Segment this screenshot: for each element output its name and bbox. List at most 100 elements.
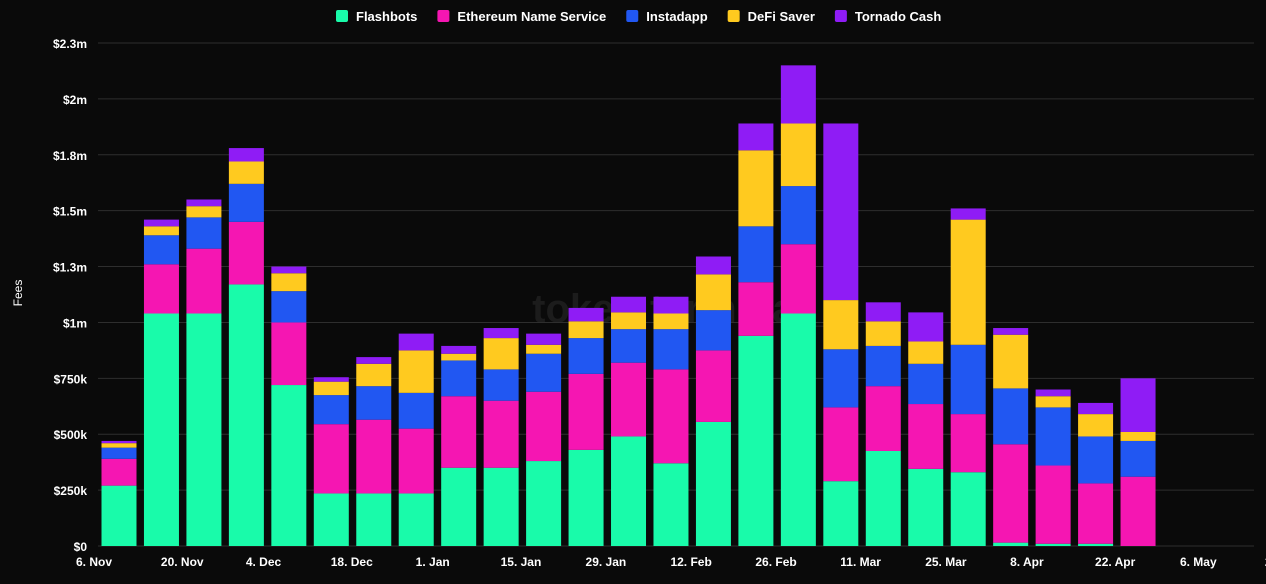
bar-segment-tornado-cash [611,296,647,313]
legend: Flashbots Ethereum Name Service Instadapp D… [336,9,941,24]
y-tick-label: $1m [63,316,87,330]
x-tick-label: 18. Dec [331,555,373,569]
bar-segment-ethereum-name-service [313,424,349,494]
x-tick-label: 20. Nov [161,555,204,569]
legend-swatch [336,10,348,22]
x-tick-label: 15. Jan [501,555,542,569]
bar-segment-instadapp [186,217,222,249]
bar-segment-flashbots [526,461,562,546]
bar-segment-instadapp [313,395,349,425]
x-tick-label: 6. May [1180,555,1217,569]
bar-segment-defi-saver [653,313,689,330]
bar-segment-defi-saver [356,363,392,387]
bar-segment-defi-saver [186,206,222,218]
bar-segment-flashbots [143,313,179,546]
bar-segment-instadapp [441,360,477,397]
bar-segment-flashbots [823,481,859,546]
bar-segment-defi-saver [908,341,944,364]
bar-segment-instadapp [950,344,986,415]
bar-segment-instadapp [611,329,647,363]
bar-segment-defi-saver [143,226,179,236]
bar-segment-ethereum-name-service [865,386,901,451]
bar-segment-defi-saver [695,274,731,311]
bar-segment-tornado-cash [356,357,392,364]
bar-segment-ethereum-name-service [950,414,986,473]
x-tick-label: 8. Apr [1010,555,1044,569]
bar-segment-flashbots [1078,543,1114,546]
bar-segment-tornado-cash [186,199,222,207]
x-tick-label: 12. Feb [670,555,711,569]
bar-segment-ethereum-name-service [143,264,179,314]
bar-segment-defi-saver [398,350,434,393]
bar-segment-ethereum-name-service [356,419,392,494]
bar-segment-tornado-cash [780,65,816,124]
bar-segment-flashbots [356,493,392,546]
bar-segment-instadapp [228,183,264,222]
bar-segment-tornado-cash [143,219,179,227]
bar-segment-instadapp [526,353,562,392]
y-tick-label: $500k [54,428,88,442]
bar-segment-ethereum-name-service [738,282,774,336]
bar-segment-defi-saver [483,338,519,370]
legend-label: Tornado Cash [855,9,941,24]
bar-segment-flashbots [101,485,137,546]
bar-segment-tornado-cash [1035,389,1071,397]
bar-segment-ethereum-name-service [441,396,477,468]
bar-segment-flashbots [738,335,774,546]
y-tick-label: $0 [74,540,88,554]
legend-swatch [727,10,740,22]
bar-segment-tornado-cash [483,328,519,339]
bar-segment-ethereum-name-service [908,404,944,469]
y-tick-label: $750k [54,372,88,386]
bars [101,65,1156,546]
bar-segment-flashbots [228,284,264,546]
bar-segment-instadapp [356,386,392,420]
bar-segment-tornado-cash [908,312,944,342]
bar-segment-instadapp [738,226,774,283]
bar-segment-instadapp [865,345,901,387]
bar-segment-flashbots [1035,543,1071,546]
y-tick-label: $1.3m [53,261,87,275]
bar-segment-tornado-cash [526,333,562,345]
bar-segment-defi-saver [1078,414,1114,437]
bar-segment-ethereum-name-service [823,407,859,482]
x-tick-label: 20. May [1265,555,1266,569]
bar-segment-tornado-cash [568,307,604,322]
bar-segment-defi-saver [738,150,774,227]
bar-segment-instadapp [568,338,604,374]
bar-segment-tornado-cash [695,256,731,275]
bar-segment-tornado-cash [653,296,689,314]
bar-segment-defi-saver [101,443,137,448]
bar-segment-defi-saver [780,123,816,187]
x-tick-label: 4. Dec [246,555,282,569]
bar-segment-defi-saver [950,219,986,345]
x-tick-label: 11. Mar [840,555,881,569]
legend-label: Flashbots [356,9,417,24]
bar-segment-ethereum-name-service [186,248,222,314]
legend-swatch [437,10,450,22]
bar-segment-flashbots [653,463,689,546]
bar-segment-defi-saver [228,161,264,184]
legend-label: Instadapp [646,9,707,24]
x-tick-label: 25. Mar [925,555,967,569]
bar-segment-flashbots [313,493,349,546]
bar-segment-tornado-cash [1078,402,1114,415]
bar-segment-instadapp [101,447,137,459]
bar-segment-flashbots [950,472,986,546]
bar-segment-ethereum-name-service [568,373,604,450]
bar-segment-ethereum-name-service [526,391,562,462]
bar-segment-ethereum-name-service [101,458,137,486]
bar-segment-defi-saver [1120,431,1156,441]
bar-segment-instadapp [143,235,179,265]
bar-segment-defi-saver [441,353,477,361]
x-tick-label: 29. Jan [586,555,627,569]
bar-segment-ethereum-name-service [398,428,434,494]
bar-segment-instadapp [1035,407,1071,466]
bar-segment-flashbots [865,450,901,546]
bar-segment-flashbots [780,313,816,546]
bar-segment-defi-saver [611,312,647,330]
y-axis-label: Fees [11,280,25,307]
bar-segment-tornado-cash [823,123,859,301]
bar-segment-ethereum-name-service [653,369,689,464]
bar-segment-flashbots [568,449,604,546]
